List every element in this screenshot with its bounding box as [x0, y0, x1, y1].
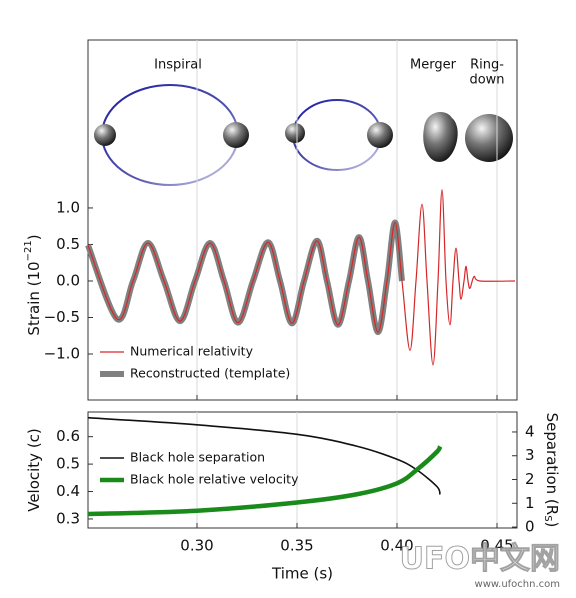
y2-tick-label: 4	[525, 422, 535, 440]
black-hole	[223, 122, 249, 148]
annotation: Inspiral	[154, 58, 202, 73]
legend-label: Reconstructed (template)	[130, 366, 290, 381]
black-hole	[94, 124, 116, 146]
series-line	[87, 189, 516, 366]
orbit	[101, 84, 239, 186]
annotation: down	[469, 73, 504, 88]
plot-frame	[87, 39, 518, 401]
y2-axis-label-sub: S	[542, 515, 553, 521]
y-tick-label: 0.0	[56, 271, 80, 289]
y-axis-label: Velocity (c)	[25, 428, 43, 512]
black-hole	[367, 122, 393, 148]
series-line	[85, 219, 405, 336]
y2-tick-label: 1	[525, 494, 535, 512]
y2-tick-label: 2	[525, 470, 535, 488]
x-tick-label: 0.45	[480, 537, 513, 555]
y-tick-label: 0.4	[56, 482, 80, 500]
y2-axis-label-text: Separation (R	[544, 413, 562, 516]
y-tick-label: 0.5	[56, 455, 80, 473]
y-axis-label-text: Velocity (c)	[25, 428, 43, 512]
watermark-url: www.ufochn.com	[475, 579, 560, 590]
illustrations	[94, 84, 513, 186]
y2-axis-label-end: )	[544, 522, 562, 528]
x-tick-label: 0.30	[180, 537, 213, 555]
annotation: Ring-	[470, 58, 504, 73]
final-black-hole	[465, 114, 513, 162]
legend-label: Numerical relativity	[130, 344, 254, 359]
y-axis-label: Strain (10−21)	[23, 234, 43, 335]
x-axis-label: Time (s)	[271, 565, 333, 583]
series-line	[87, 416, 441, 495]
x-tick-label: 0.35	[280, 537, 313, 555]
y-tick-label: 0.5	[56, 235, 80, 253]
y-tick-label: −0.5	[44, 308, 80, 326]
y2-axis-label: Separation (RS)	[542, 413, 562, 528]
y2-tick-label: 0	[525, 518, 535, 536]
y-tick-label: −1.0	[44, 344, 80, 362]
legend-label: Black hole relative velocity	[130, 472, 299, 487]
y-axis-label-text: Strain (10	[25, 261, 43, 335]
y-axis-label-end: )	[25, 234, 43, 240]
y-tick-label: 0.6	[56, 427, 80, 445]
merged-black-hole	[423, 112, 458, 162]
black-hole	[285, 123, 305, 143]
series-line	[87, 445, 443, 517]
y2-tick-label: 3	[525, 446, 535, 464]
y-axis-label-sup: −21	[23, 240, 34, 261]
watermark: UFO中文网 www.ufochn.com	[399, 541, 560, 590]
x-tick-label: 0.40	[380, 537, 413, 555]
plot-frame	[87, 411, 518, 529]
y-tick-label: 0.3	[56, 509, 80, 527]
y-tick-label: 1.0	[56, 198, 80, 216]
watermark-logo: UFO中文网	[400, 542, 560, 577]
annotation: Merger	[410, 58, 457, 73]
legend-label: Black hole separation	[130, 450, 265, 465]
